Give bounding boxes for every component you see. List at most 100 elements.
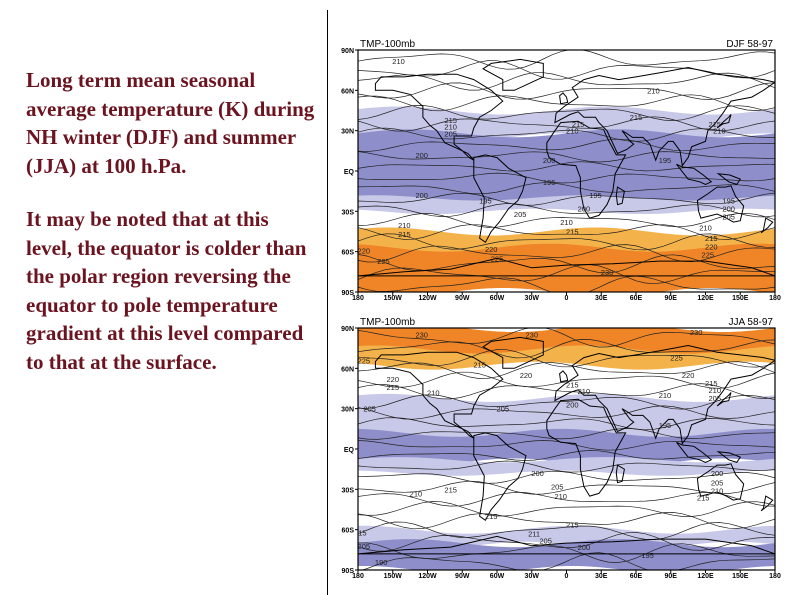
contour-label: 205 bbox=[551, 483, 564, 492]
contour-label: 195 bbox=[659, 421, 672, 430]
contour-line bbox=[358, 116, 775, 132]
contour-line bbox=[358, 542, 775, 563]
contour-label: 211 bbox=[528, 530, 540, 539]
coastline bbox=[473, 154, 527, 244]
contour-label: 220 bbox=[705, 242, 718, 251]
x-tick-label: 0 bbox=[565, 295, 569, 300]
contour-label: 215 bbox=[566, 380, 579, 389]
contour-line bbox=[358, 405, 775, 420]
coastline bbox=[559, 370, 569, 383]
contour-line bbox=[358, 244, 775, 263]
contour-line bbox=[358, 339, 775, 359]
coastline bbox=[374, 73, 504, 161]
x-tick-label: 150W bbox=[384, 573, 403, 578]
y-tick-label: 90N bbox=[341, 326, 354, 333]
contour-label: 210 bbox=[711, 487, 724, 496]
contour-line bbox=[358, 233, 775, 251]
contour-line bbox=[358, 450, 775, 461]
shading-band bbox=[358, 195, 775, 214]
coastline bbox=[716, 114, 732, 129]
contour-label: 205 bbox=[363, 405, 376, 414]
map-panel-djf: 210 210 215 210 205 215 210 215 215 210 200 200 195 1… bbox=[333, 38, 785, 302]
contour-line bbox=[358, 371, 775, 389]
contour-label: 215 bbox=[709, 120, 722, 129]
x-tick-label: 90W bbox=[455, 295, 470, 300]
contour-line bbox=[358, 521, 775, 540]
coastline bbox=[615, 186, 625, 206]
contour-label: 225 bbox=[358, 356, 371, 365]
contour-label: 225 bbox=[491, 254, 504, 263]
map-title: TMP-100mb bbox=[360, 317, 415, 328]
coastline bbox=[716, 173, 742, 185]
contour-label: 210 bbox=[713, 127, 726, 136]
shading-band bbox=[358, 106, 775, 142]
shading-band bbox=[358, 539, 775, 570]
y-tick-label: EQ bbox=[344, 169, 355, 176]
contour-label: 210 bbox=[427, 389, 440, 398]
y-tick-label: 60N bbox=[341, 88, 354, 95]
x-tick-label: 90E bbox=[665, 573, 678, 578]
description-paragraph-2: It may be noted that at this level, the … bbox=[26, 207, 307, 374]
contour-label: 210 bbox=[699, 223, 712, 232]
x-tick-label: 120E bbox=[697, 295, 714, 300]
coastline bbox=[696, 185, 745, 223]
coastline bbox=[482, 336, 544, 369]
contour-label: 215 bbox=[566, 228, 579, 237]
contour-line bbox=[358, 460, 775, 473]
contour-line bbox=[358, 480, 775, 495]
contour-label: 215 bbox=[485, 512, 498, 521]
y-tick-label: 60S bbox=[342, 528, 355, 535]
contour-label: 215 bbox=[697, 493, 710, 502]
contour-label: 230 bbox=[415, 331, 428, 340]
y-tick-label: 30S bbox=[342, 487, 355, 494]
contour-line bbox=[358, 192, 775, 206]
contour-line bbox=[358, 82, 775, 100]
map-panel-jja: 230 230 230 225 225 215 220 215 210 220 215 210 220 2… bbox=[333, 316, 785, 580]
contour-label: 195 bbox=[589, 191, 602, 200]
contour-label: 195 bbox=[543, 178, 556, 187]
contour-label: 205 bbox=[709, 394, 722, 403]
contour-label: 205 bbox=[722, 213, 735, 222]
x-tick-label: 120W bbox=[418, 573, 437, 578]
contour-label: 210 bbox=[566, 127, 579, 136]
contour-line bbox=[358, 212, 775, 228]
map-season-label: DJF 58-97 bbox=[726, 39, 773, 50]
contour-label: 205 bbox=[444, 129, 457, 138]
contour-label: 205 bbox=[711, 479, 724, 488]
contour-line bbox=[358, 532, 775, 552]
y-tick-label: 90S bbox=[342, 568, 355, 575]
coastline bbox=[358, 535, 775, 555]
contour-line bbox=[358, 361, 775, 379]
contour-label: 210 bbox=[444, 123, 457, 132]
x-tick-label: 120W bbox=[418, 295, 437, 300]
shading-band bbox=[358, 345, 775, 370]
contour-label: 225 bbox=[377, 257, 390, 266]
contour-label: 215 bbox=[705, 379, 718, 388]
contour-line bbox=[358, 349, 775, 368]
contour-line bbox=[358, 72, 775, 91]
contour-label: 230 bbox=[601, 268, 614, 277]
contour-label: 210 bbox=[410, 489, 423, 498]
x-tick-label: 180 bbox=[769, 295, 781, 300]
contour-label: 210 bbox=[398, 221, 411, 230]
shading-band bbox=[358, 428, 775, 467]
contour-label: 200 bbox=[531, 469, 544, 478]
contour-label: 215 bbox=[705, 234, 718, 243]
coastline bbox=[546, 120, 627, 219]
contour-label: 195 bbox=[479, 197, 492, 206]
y-tick-label: 60N bbox=[341, 366, 354, 373]
contour-line bbox=[358, 224, 775, 240]
coastline bbox=[716, 392, 732, 407]
contour-label: 210 bbox=[554, 492, 567, 501]
contour-label: 230 bbox=[525, 331, 538, 340]
y-tick-label: 30N bbox=[341, 129, 354, 136]
x-tick-label: 180 bbox=[352, 295, 364, 300]
x-tick-label: 30W bbox=[525, 573, 540, 578]
contour-line bbox=[358, 151, 775, 163]
contour-label: 215 bbox=[630, 113, 643, 122]
contour-label: 205 bbox=[514, 210, 527, 219]
contour-label: 200 bbox=[415, 191, 428, 200]
x-tick-label: 60W bbox=[490, 295, 505, 300]
